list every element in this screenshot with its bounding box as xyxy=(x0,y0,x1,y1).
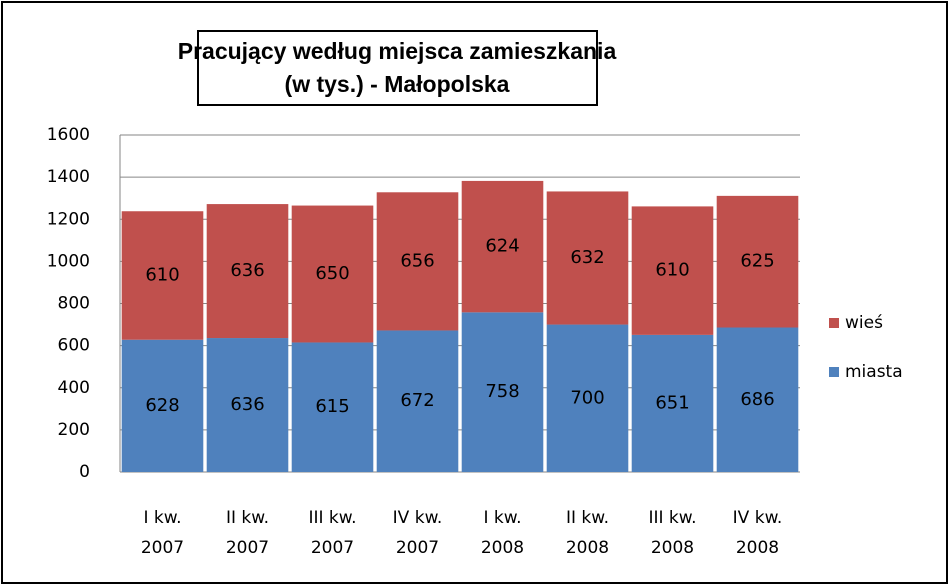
bar-segment xyxy=(631,206,714,335)
x-tick-label: III kw. xyxy=(648,508,696,528)
bar-segment xyxy=(376,330,459,472)
bar-segment xyxy=(376,192,459,331)
x-tick-label: 2007 xyxy=(396,538,439,558)
x-tick-label: 2008 xyxy=(481,538,524,558)
data-label: 700 xyxy=(570,387,604,408)
bar-segment xyxy=(206,338,289,472)
x-tick-label: III kw. xyxy=(308,508,356,528)
data-label: 672 xyxy=(400,390,434,411)
data-label: 610 xyxy=(655,260,689,281)
y-tick-label: 200 xyxy=(58,420,90,440)
data-label: 758 xyxy=(485,381,519,402)
bar-segment xyxy=(546,324,629,472)
data-label: 656 xyxy=(400,250,434,271)
x-tick-label: I kw. xyxy=(483,508,521,528)
data-label: 628 xyxy=(145,395,179,416)
title-box xyxy=(197,30,598,106)
x-tick-label: II kw. xyxy=(566,508,609,528)
y-tick-label: 1400 xyxy=(47,167,90,187)
x-tick-label: 2007 xyxy=(226,538,269,558)
data-label: 615 xyxy=(315,396,349,417)
bar-segment xyxy=(631,334,714,472)
x-tick-label: IV kw. xyxy=(393,508,443,528)
x-tick-label: II kw. xyxy=(226,508,269,528)
y-tick-label: 1000 xyxy=(47,251,90,271)
y-tick-label: 600 xyxy=(58,336,90,356)
data-label: 650 xyxy=(315,263,349,284)
data-label: 610 xyxy=(145,264,179,285)
data-label: 632 xyxy=(570,247,604,268)
bar-segment xyxy=(461,180,544,313)
chart-title: Pracujący według miejsca zamieszkania xyxy=(178,38,617,64)
data-label: 651 xyxy=(655,392,689,413)
y-tick-label: 800 xyxy=(58,294,90,314)
legend-swatch xyxy=(829,367,839,377)
bar-segment xyxy=(546,191,629,325)
x-tick-label: 2007 xyxy=(141,538,184,558)
bar-segment xyxy=(716,195,799,328)
bar-segment xyxy=(121,211,204,340)
x-tick-label: IV kw. xyxy=(733,508,783,528)
y-tick-label: 1200 xyxy=(47,209,90,229)
bar-segment xyxy=(716,327,799,472)
data-label: 625 xyxy=(740,251,774,272)
legend-label: miasta xyxy=(845,362,903,382)
data-label: 686 xyxy=(740,389,774,410)
bar-segment xyxy=(461,312,544,472)
x-tick-label: 2008 xyxy=(651,538,694,558)
x-tick-label: 2008 xyxy=(736,538,779,558)
x-tick-label: 2007 xyxy=(311,538,354,558)
bar-segment xyxy=(291,205,374,343)
data-label: 636 xyxy=(230,394,264,415)
legend-swatch xyxy=(829,318,839,328)
y-tick-label: 400 xyxy=(58,378,90,398)
bar-segment xyxy=(121,339,204,472)
bar-segment xyxy=(291,342,374,472)
x-tick-label: 2008 xyxy=(566,538,609,558)
data-label: 636 xyxy=(230,260,264,281)
legend-label: wieś xyxy=(845,313,883,333)
chart-title: (w tys.) - Małopolska xyxy=(285,71,510,97)
x-tick-label: I kw. xyxy=(143,508,181,528)
y-tick-label: 1600 xyxy=(47,125,90,145)
bar-segment xyxy=(206,204,289,339)
data-label: 624 xyxy=(485,236,519,257)
y-tick-label: 0 xyxy=(79,462,90,482)
